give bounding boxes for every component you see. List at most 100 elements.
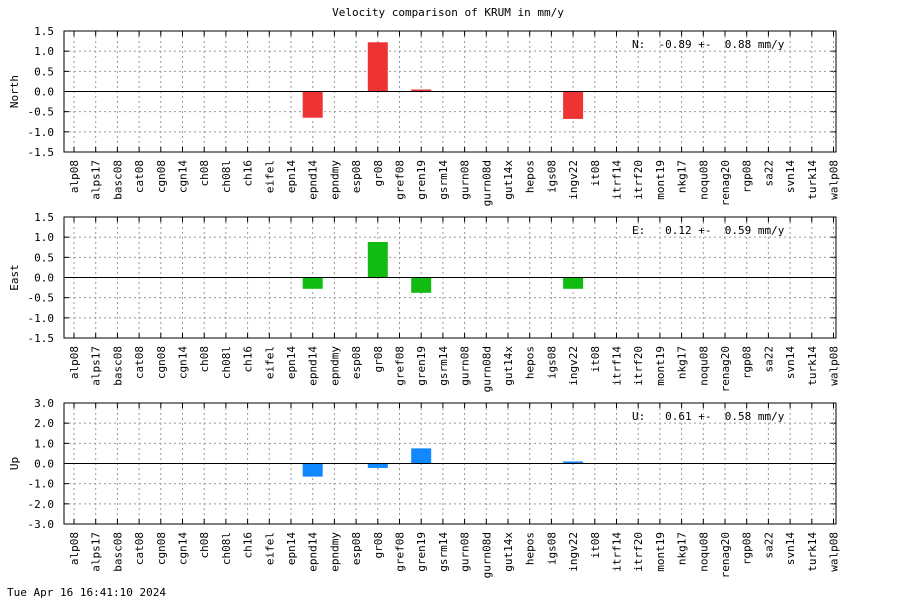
x-tick-label: cgn08 bbox=[155, 532, 168, 565]
x-tick-label: ch08l bbox=[220, 346, 233, 379]
x-tick-label: sa22 bbox=[762, 532, 775, 559]
x-tick-label: gref08 bbox=[394, 346, 407, 386]
x-tick-label: cgn08 bbox=[155, 160, 168, 193]
plot-frame bbox=[63, 216, 837, 339]
x-tick-label: ch16 bbox=[242, 346, 255, 373]
bar-ingv22 bbox=[563, 461, 584, 464]
x-tick-label: svn14 bbox=[784, 160, 797, 193]
y-tick-label: 0.0 bbox=[34, 272, 54, 285]
x-tick-label: turk14 bbox=[806, 160, 819, 200]
bar-gren19 bbox=[411, 277, 432, 293]
x-tick-label: gurn08 bbox=[459, 160, 472, 200]
x-tick-label: mont19 bbox=[654, 532, 667, 572]
x-tick-label: gut14x bbox=[502, 160, 515, 200]
x-tick-label: renag20 bbox=[719, 532, 732, 578]
x-tick-label: walp08 bbox=[828, 532, 841, 572]
x-tick-label: nkg17 bbox=[676, 160, 689, 193]
y-tick-label: 0.0 bbox=[34, 458, 54, 471]
y-tick-label: -1.0 bbox=[28, 126, 55, 139]
x-tick-label: epn14 bbox=[285, 532, 298, 565]
x-tick-label: rgp08 bbox=[741, 532, 754, 565]
x-tick-label: hepos bbox=[524, 160, 537, 193]
x-tick-label: epnd14 bbox=[307, 532, 320, 572]
bar-epnd14 bbox=[302, 91, 323, 118]
x-tick-label: epnd14 bbox=[307, 160, 320, 200]
x-tick-label: nkg17 bbox=[676, 532, 689, 565]
x-tick-label: itrf14 bbox=[611, 160, 624, 200]
x-tick-label: itrf20 bbox=[632, 346, 645, 386]
x-tick-label: rgp08 bbox=[741, 160, 754, 193]
x-tick-label: basc08 bbox=[111, 160, 124, 200]
velocity-annotation: N: -0.89 +- 0.88 mm/y bbox=[632, 38, 785, 51]
x-tick-label: walp08 bbox=[828, 160, 841, 200]
y-axis-label: North bbox=[8, 75, 21, 108]
x-tick-label: svn14 bbox=[784, 532, 797, 565]
x-tick-label: cgn14 bbox=[177, 160, 190, 193]
plot-frame bbox=[63, 402, 837, 525]
x-tick-label: cat08 bbox=[133, 346, 146, 379]
timestamp-footer: Tue Apr 16 16:41:10 2024 bbox=[7, 586, 166, 599]
x-tick-label: it08 bbox=[589, 532, 602, 559]
y-tick-label: 2.0 bbox=[34, 417, 54, 430]
x-tick-label: epn14 bbox=[285, 160, 298, 193]
x-tick-label: rgp08 bbox=[741, 346, 754, 379]
x-tick-label: noqu08 bbox=[697, 160, 710, 200]
x-tick-label: epnd14 bbox=[307, 346, 320, 386]
y-tick-label: -3.0 bbox=[28, 518, 55, 531]
bar-gr08 bbox=[367, 42, 388, 92]
y-tick-label: 1.5 bbox=[34, 25, 54, 38]
x-tick-label: basc08 bbox=[111, 532, 124, 572]
x-tick-label: gref08 bbox=[394, 160, 407, 200]
x-tick-label: nkg17 bbox=[676, 346, 689, 379]
y-tick-label: 3.0 bbox=[34, 397, 54, 410]
bar-epnd14 bbox=[302, 277, 323, 289]
y-axis-label: Up bbox=[8, 457, 21, 470]
x-tick-label: itrf20 bbox=[632, 532, 645, 572]
x-tick-label: gut14x bbox=[502, 532, 515, 572]
x-tick-label: turk14 bbox=[806, 346, 819, 386]
x-tick-label: cat08 bbox=[133, 532, 146, 565]
x-tick-label: alps17 bbox=[90, 346, 103, 386]
x-tick-label: epndmy bbox=[328, 346, 341, 386]
plot-frame bbox=[63, 30, 837, 153]
y-tick-label: -1.5 bbox=[28, 332, 55, 345]
x-tick-label: gren19 bbox=[415, 346, 428, 386]
x-tick-label: ch08l bbox=[220, 532, 233, 565]
x-tick-label: ingv22 bbox=[567, 346, 580, 386]
x-tick-label: igs08 bbox=[545, 532, 558, 565]
x-tick-label: alps17 bbox=[90, 160, 103, 200]
x-tick-label: hepos bbox=[524, 346, 537, 379]
x-tick-label: gr08 bbox=[372, 346, 385, 373]
y-tick-label: -0.5 bbox=[28, 106, 55, 119]
x-tick-label: walp08 bbox=[828, 346, 841, 386]
y-tick-label: 0.0 bbox=[34, 86, 54, 99]
x-tick-label: basc08 bbox=[111, 346, 124, 386]
bar-ingv22 bbox=[563, 277, 584, 289]
y-tick-label: -1.5 bbox=[28, 146, 55, 159]
chart-title: Velocity comparison of KRUM in mm/y bbox=[332, 6, 564, 19]
x-tick-label: ch08l bbox=[220, 160, 233, 193]
x-tick-label: esp08 bbox=[350, 532, 363, 565]
x-tick-label: mont19 bbox=[654, 346, 667, 386]
x-tick-label: gsrm14 bbox=[437, 160, 450, 200]
x-tick-label: gref08 bbox=[394, 532, 407, 572]
y-tick-label: -1.0 bbox=[28, 478, 55, 491]
x-tick-label: esp08 bbox=[350, 346, 363, 379]
x-tick-label: ch08 bbox=[198, 346, 211, 373]
x-tick-label: cgn08 bbox=[155, 346, 168, 379]
y-tick-label: 0.5 bbox=[34, 65, 54, 78]
x-tick-label: cat08 bbox=[133, 160, 146, 193]
x-tick-label: epndmy bbox=[328, 160, 341, 200]
x-tick-label: alp08 bbox=[68, 160, 81, 193]
x-tick-label: epndmy bbox=[328, 532, 341, 572]
x-tick-label: gurn08 bbox=[459, 532, 472, 572]
y-tick-label: 1.0 bbox=[34, 437, 54, 450]
bar-ingv22 bbox=[563, 91, 584, 119]
x-tick-label: eifel bbox=[263, 346, 276, 379]
x-tick-label: igs08 bbox=[545, 160, 558, 193]
x-tick-label: noqu08 bbox=[697, 532, 710, 572]
x-tick-label: ch08 bbox=[198, 160, 211, 187]
x-tick-label: cgn14 bbox=[177, 346, 190, 379]
x-tick-label: alp08 bbox=[68, 346, 81, 379]
x-tick-label: itrf20 bbox=[632, 160, 645, 200]
